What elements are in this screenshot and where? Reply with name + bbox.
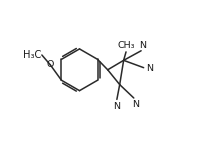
Text: CH₃: CH₃: [118, 41, 135, 50]
Text: N: N: [132, 100, 139, 109]
Text: H₃C: H₃C: [24, 50, 42, 60]
Text: N: N: [146, 64, 153, 73]
Text: O: O: [47, 60, 54, 69]
Text: N: N: [140, 41, 147, 50]
Text: N: N: [113, 102, 120, 111]
